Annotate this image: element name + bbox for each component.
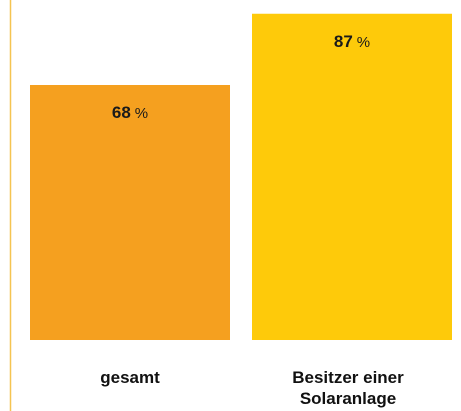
category-label: Besitzer einer Solaranlage xyxy=(292,368,404,408)
category-label-line: gesamt xyxy=(100,368,160,387)
bar-besitzer-solaranlage xyxy=(252,13,452,340)
value-label: 87% xyxy=(334,32,370,51)
category-labels-group: gesamt Besitzer einer Solaranlage xyxy=(100,368,404,408)
value-label: 68% xyxy=(112,103,148,122)
value-labels-group: 68 %87% xyxy=(112,32,370,122)
value-unit: % xyxy=(357,34,370,51)
bars-group xyxy=(30,13,452,340)
value-unit: % xyxy=(135,105,148,122)
category-label-line: Solaranlage xyxy=(300,389,396,408)
value-number: 87 xyxy=(334,32,353,51)
category-label: gesamt xyxy=(100,368,160,387)
bar-gesamt xyxy=(30,85,230,340)
category-label-line: Besitzer einer xyxy=(292,368,404,387)
value-number: 68 xyxy=(112,103,131,122)
